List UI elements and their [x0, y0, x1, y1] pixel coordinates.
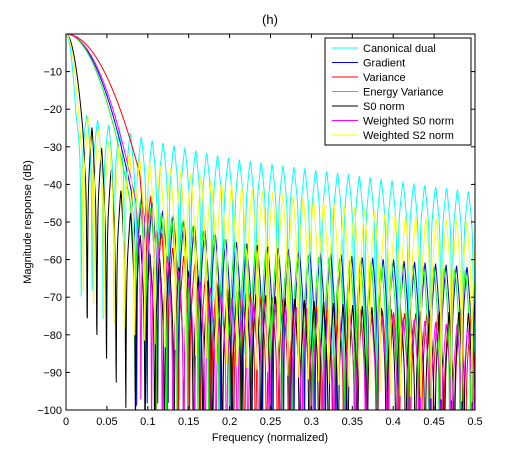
- x-tick-label: 0: [63, 416, 69, 428]
- axis-ticks: 0 0.05 0.1 0.15 0.2 0.25 0.3 0.35 0.4 0.45 0.5 −10 −…: [37, 34, 483, 428]
- x-tick-label: 0.2: [222, 416, 237, 428]
- legend-label: Weighted S0 norm: [363, 116, 454, 128]
- x-tick-label: 0.4: [386, 416, 401, 428]
- y-tick-label: −50: [43, 217, 62, 229]
- legend-label: Weighted S2 norm: [363, 130, 454, 142]
- y-tick-label: −20: [43, 104, 62, 116]
- x-tick-label: 0.45: [423, 416, 444, 428]
- y-axis-label: Magnitude response (dB): [22, 160, 34, 284]
- x-tick-label: 0.3: [304, 416, 319, 428]
- y-tick-label: −30: [43, 142, 62, 154]
- y-tick-label: −90: [43, 367, 62, 379]
- legend-label: Energy Variance: [363, 87, 444, 99]
- y-tick-label: −40: [43, 179, 62, 191]
- y-tick-label: −100: [37, 405, 62, 417]
- plot-curves: [66, 34, 475, 410]
- y-tick-label: −80: [43, 330, 62, 342]
- legend-label: Variance: [363, 72, 406, 84]
- legend: Canonical dual Gradient Variance Energy Var…: [324, 37, 472, 146]
- y-tick-label: −10: [43, 67, 62, 79]
- x-tick-label: 0.1: [140, 416, 155, 428]
- chart-title: (h): [262, 12, 278, 27]
- x-tick-label: 0.05: [96, 416, 117, 428]
- x-tick-label: 0.25: [260, 416, 281, 428]
- series-line: [66, 34, 475, 410]
- series-line: [66, 34, 475, 410]
- x-tick-label: 0.35: [342, 416, 363, 428]
- legend-label: S0 norm: [363, 101, 405, 113]
- x-tick-label: 0.15: [178, 416, 199, 428]
- x-tick-label: 0.5: [467, 416, 482, 428]
- y-tick-label: −60: [43, 255, 62, 267]
- y-tick-label: −70: [43, 292, 62, 304]
- x-axis-label: Frequency (normalized): [212, 432, 328, 444]
- series-line: [66, 34, 475, 403]
- legend-label: Canonical dual: [363, 43, 436, 55]
- legend-label: Gradient: [363, 58, 405, 70]
